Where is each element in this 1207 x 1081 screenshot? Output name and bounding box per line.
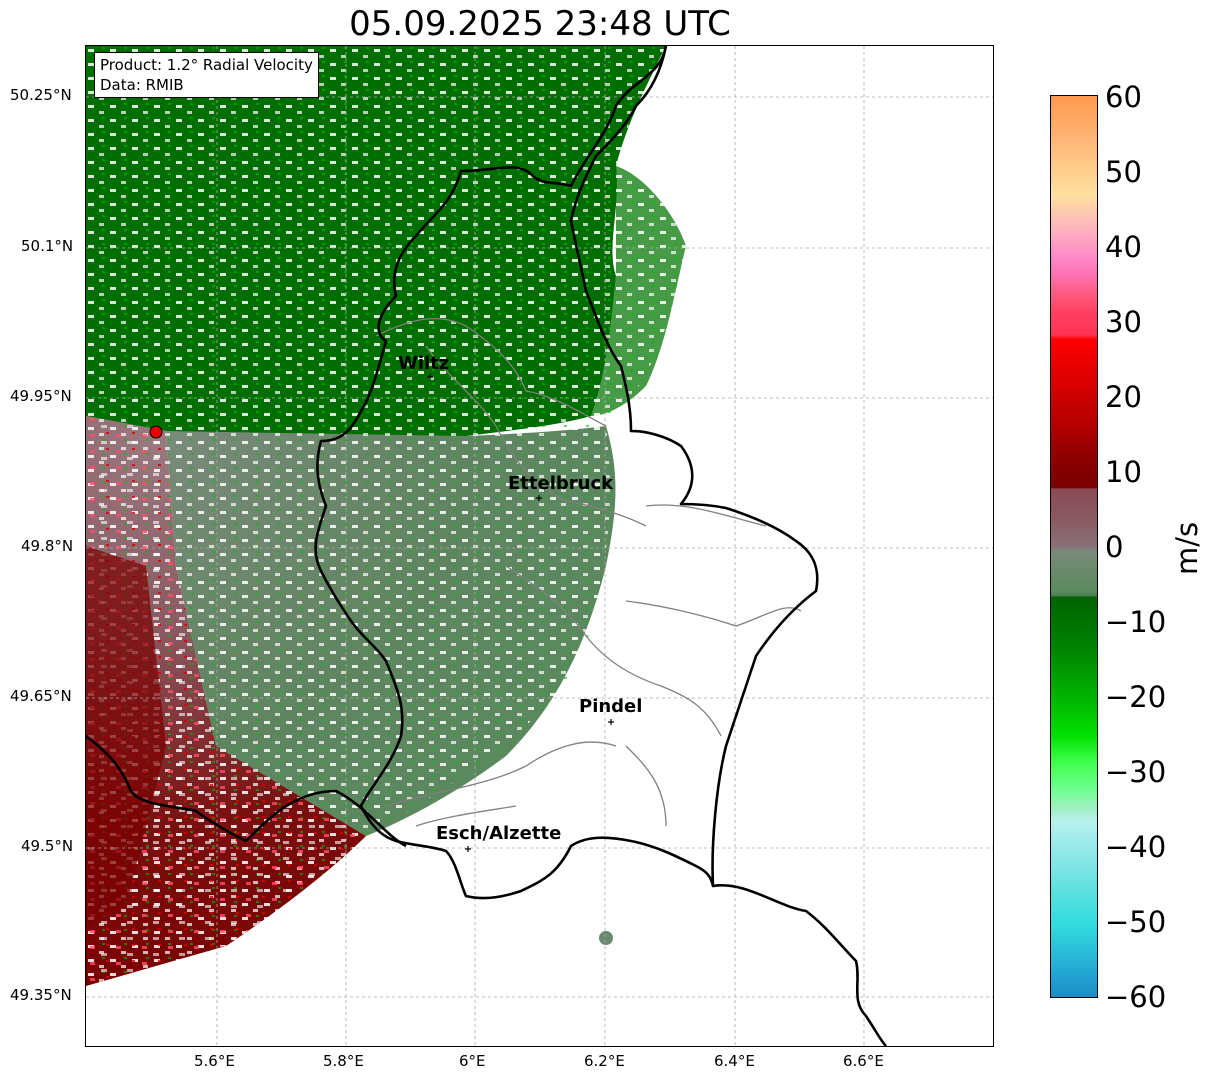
colorbar-tick-label: −60 bbox=[1105, 980, 1167, 1014]
colorbar-tick-label: 50 bbox=[1105, 155, 1142, 189]
lon-tick-label: 6°E bbox=[459, 1052, 486, 1070]
city-markers bbox=[427, 374, 614, 852]
colorbar-tick-label: −50 bbox=[1105, 905, 1167, 939]
product-label: Product: 1.2° Radial Velocity bbox=[100, 56, 313, 74]
product-info-box: Product: 1.2° Radial Velocity Data: RMIB bbox=[94, 52, 319, 98]
city-label-wiltz: Wiltz bbox=[398, 353, 449, 374]
lon-tick-label: 6.2°E bbox=[584, 1052, 625, 1070]
colorbar-tick-label: 60 bbox=[1105, 80, 1142, 114]
luxembourg-border bbox=[314, 46, 819, 900]
lon-tick-label: 5.6°E bbox=[194, 1052, 235, 1070]
echo-red-speckle bbox=[86, 416, 366, 986]
lat-tick-label: 50.25°N bbox=[10, 86, 72, 104]
echo-dark-red-southwest bbox=[86, 546, 166, 926]
lat-tick-label: 49.65°N bbox=[10, 687, 72, 705]
lat-tick-label: 49.8°N bbox=[21, 537, 74, 555]
lat-tick-label: 50.1°N bbox=[21, 237, 74, 255]
colorbar-tick-label: −10 bbox=[1105, 605, 1167, 639]
germany-border-east bbox=[712, 884, 887, 1046]
colorbar-tick-label: 10 bbox=[1105, 455, 1142, 489]
radar-map-svg: Wiltz Ettelbruck Pindel Esch/Alzette bbox=[86, 46, 993, 1046]
city-label-esch-alzette: Esch/Alzette bbox=[436, 823, 561, 844]
colorbar-tick-label: −20 bbox=[1105, 680, 1167, 714]
lon-tick-label: 6.4°E bbox=[714, 1052, 755, 1070]
city-label-ettelbruck: Ettelbruck bbox=[508, 473, 614, 494]
velocity-colorbar bbox=[1050, 95, 1098, 998]
canton-borders bbox=[375, 318, 802, 827]
colorbar-tick-label: −40 bbox=[1105, 830, 1167, 864]
lon-tick-label: 6.6°E bbox=[843, 1052, 884, 1070]
echo-small-cell bbox=[599, 931, 613, 945]
data-source-label: Data: RMIB bbox=[100, 76, 184, 94]
colorbar-tick-label: 20 bbox=[1105, 380, 1142, 414]
colorbar-tick-label: 0 bbox=[1105, 530, 1124, 564]
chart-title: 05.09.2025 23:48 UTC bbox=[349, 4, 731, 44]
lon-tick-label: 5.8°E bbox=[323, 1052, 364, 1070]
echo-speckle-overlay bbox=[86, 46, 686, 986]
lat-tick-label: 49.35°N bbox=[10, 986, 72, 1004]
radar-site-marker[interactable] bbox=[149, 425, 163, 439]
city-label-pindel: Pindel bbox=[579, 696, 642, 717]
france-border-south bbox=[86, 734, 407, 848]
radar-map[interactable]: Wiltz Ettelbruck Pindel Esch/Alzette Pro… bbox=[85, 45, 994, 1047]
colorbar-tick-label: 30 bbox=[1105, 305, 1142, 339]
colorbar-tick-label: −30 bbox=[1105, 755, 1167, 789]
colorbar-tick-label: 40 bbox=[1105, 230, 1142, 264]
lat-tick-label: 49.95°N bbox=[10, 387, 72, 405]
colorbar-unit-label: m/s bbox=[1170, 521, 1204, 575]
lat-tick-label: 49.5°N bbox=[21, 837, 74, 855]
